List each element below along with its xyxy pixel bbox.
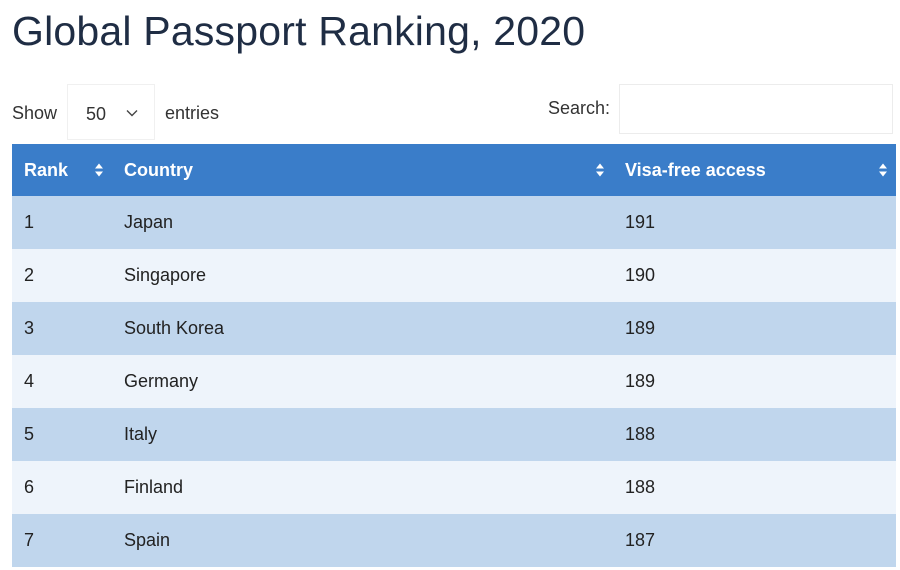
column-header-rank-label: Rank — [24, 159, 69, 180]
cell-visa-free-access: 188 — [613, 461, 896, 514]
cell-rank: 1 — [12, 196, 112, 249]
cell-rank: 6 — [12, 461, 112, 514]
table-row: 5 Italy 188 — [12, 408, 896, 461]
search-input[interactable] — [619, 84, 893, 134]
cell-rank: 7 — [12, 514, 112, 567]
table-header-row: Rank Country Visa-free access — [12, 144, 896, 196]
table-row: 6 Finland 188 — [12, 461, 896, 514]
cell-country: South Korea — [112, 302, 613, 355]
sort-icon — [95, 163, 103, 177]
show-label: Show — [12, 103, 58, 123]
column-header-visa-free-access[interactable]: Visa-free access — [613, 144, 896, 196]
sort-icon — [596, 163, 604, 177]
column-header-country[interactable]: Country — [112, 144, 613, 196]
cell-country: Spain — [112, 514, 613, 567]
cell-visa-free-access: 190 — [613, 249, 896, 302]
cell-country: Finland — [112, 461, 613, 514]
cell-rank: 2 — [12, 249, 112, 302]
sort-icon — [879, 163, 887, 177]
table-row: 1 Japan 191 — [12, 196, 896, 249]
table-row: 3 South Korea 189 — [12, 302, 896, 355]
table-row: 4 Germany 189 — [12, 355, 896, 408]
table-controls: Show 50 entries Search: — [0, 84, 900, 140]
cell-rank: 3 — [12, 302, 112, 355]
cell-rank: 4 — [12, 355, 112, 408]
cell-visa-free-access: 191 — [613, 196, 896, 249]
search-label: Search: — [548, 98, 611, 118]
table-row: 7 Spain 187 — [12, 514, 896, 567]
cell-visa-free-access: 188 — [613, 408, 896, 461]
chevron-down-icon — [126, 110, 138, 117]
column-header-rank[interactable]: Rank — [12, 144, 112, 196]
table-row: 2 Singapore 190 — [12, 249, 896, 302]
column-header-visa-label: Visa-free access — [625, 159, 766, 180]
entries-label: entries — [165, 103, 220, 123]
cell-country: Japan — [112, 196, 613, 249]
column-header-country-label: Country — [124, 159, 193, 180]
cell-visa-free-access: 189 — [613, 355, 896, 408]
entries-length-value: 50 — [86, 104, 107, 124]
cell-country: Singapore — [112, 249, 613, 302]
passport-ranking-table: Rank Country Visa-free access 1 Ja — [12, 144, 896, 567]
cell-rank: 5 — [12, 408, 112, 461]
cell-country: Germany — [112, 355, 613, 408]
cell-visa-free-access: 189 — [613, 302, 896, 355]
entries-length-select[interactable]: 50 — [67, 84, 155, 140]
cell-visa-free-access: 187 — [613, 514, 896, 567]
page-title: Global Passport Ranking, 2020 — [12, 8, 586, 54]
cell-country: Italy — [112, 408, 613, 461]
